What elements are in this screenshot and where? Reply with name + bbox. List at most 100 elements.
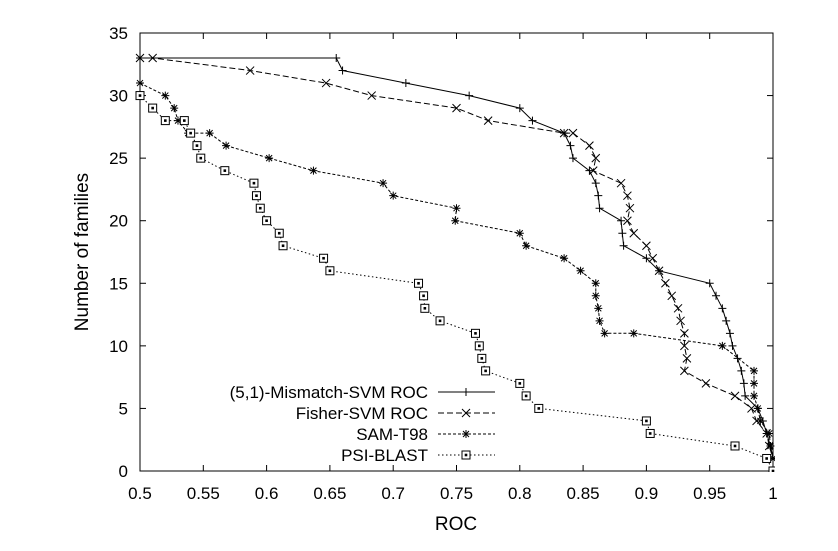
- cross-marker: [625, 203, 635, 213]
- plus-marker: [568, 154, 577, 163]
- star-marker: [379, 179, 388, 188]
- plus-marker: [725, 329, 734, 338]
- y-tick-label: 0: [119, 462, 128, 481]
- plus-marker: [515, 104, 524, 113]
- plus-marker: [705, 279, 714, 288]
- legend-label: (5,1)-Mismatch-SVM ROC: [230, 383, 428, 402]
- cross-marker: [654, 266, 664, 276]
- x-tick-label: 0.65: [313, 484, 346, 503]
- cross-marker: [648, 253, 658, 263]
- square-marker: [186, 128, 196, 138]
- plus-marker: [528, 116, 537, 125]
- plus-marker: [733, 354, 742, 363]
- plus-marker: [465, 91, 474, 100]
- cross-marker: [568, 128, 578, 138]
- square-marker: [220, 166, 230, 176]
- square-marker: [645, 428, 655, 438]
- star-marker: [389, 191, 398, 200]
- series-line: [140, 57, 774, 471]
- cross-marker: [321, 78, 331, 88]
- star-marker: [756, 416, 765, 425]
- y-tick-label: 10: [109, 337, 128, 356]
- legend: (5,1)-Mismatch-SVM ROC Fisher-SVM ROC SAM-…: [230, 383, 495, 465]
- star-marker: [222, 141, 231, 150]
- square-marker: [255, 203, 265, 213]
- star-marker: [560, 254, 569, 263]
- square-marker: [325, 266, 335, 276]
- star-marker: [591, 279, 600, 288]
- square-marker: [196, 153, 206, 163]
- square-marker: [477, 353, 487, 363]
- y-tick-label: 5: [119, 399, 128, 418]
- legend-label: PSI-BLAST: [341, 446, 428, 465]
- series-cross: [135, 53, 775, 463]
- star-marker: [765, 429, 774, 438]
- square-marker: [249, 178, 259, 188]
- cross-marker: [667, 291, 677, 301]
- star-marker: [766, 441, 775, 450]
- star-marker: [452, 204, 461, 213]
- plot-frame: [139, 32, 774, 472]
- cross-marker: [616, 178, 626, 188]
- star-marker: [753, 404, 762, 413]
- y-tick-label: 35: [109, 24, 128, 43]
- x-axis-label: ROC: [435, 514, 477, 535]
- square-marker: [521, 391, 531, 401]
- plus-marker: [462, 388, 470, 396]
- square-marker: [534, 403, 544, 413]
- plus-marker: [739, 379, 748, 388]
- cross-marker: [135, 53, 145, 63]
- star-marker: [170, 104, 179, 113]
- cross-marker: [680, 366, 689, 376]
- square-marker: [419, 291, 429, 301]
- cross-marker: [680, 328, 689, 338]
- cross-marker: [245, 66, 255, 75]
- x-tick-label: 0.7: [381, 484, 405, 503]
- series-plus: [136, 54, 775, 472]
- square-marker: [135, 91, 145, 101]
- star-marker: [600, 329, 609, 338]
- star-marker: [451, 216, 460, 225]
- star-marker: [591, 291, 600, 300]
- series-layer: [135, 53, 775, 472]
- square-marker: [474, 341, 484, 351]
- star-marker: [750, 366, 759, 375]
- star-marker: [265, 154, 274, 163]
- x-tick-label: 0.85: [567, 484, 600, 503]
- plus-marker: [728, 341, 737, 350]
- plus-marker: [722, 316, 731, 325]
- square-marker: [192, 141, 202, 151]
- cross-marker: [730, 391, 740, 401]
- square-marker: [278, 241, 288, 251]
- cross-marker: [483, 116, 493, 125]
- star-marker: [594, 304, 603, 313]
- plus-marker: [619, 241, 628, 250]
- plus-marker: [591, 179, 600, 188]
- cross-marker: [676, 316, 685, 326]
- star-marker: [161, 91, 170, 100]
- legend-label: SAM-T98: [356, 425, 428, 444]
- plus-marker: [401, 79, 410, 88]
- plus-marker: [617, 216, 626, 225]
- star-marker: [629, 329, 638, 338]
- y-tick-label: 30: [109, 87, 128, 106]
- plus-marker: [618, 229, 627, 238]
- x-tick-label: 0.55: [187, 484, 220, 503]
- star-marker: [750, 379, 759, 388]
- square-marker: [148, 103, 158, 113]
- x-tick-label: 0.6: [255, 484, 279, 503]
- star-marker: [576, 266, 585, 275]
- cross-marker: [623, 216, 632, 226]
- star-marker: [136, 79, 144, 88]
- x-tick-label: 0.95: [693, 484, 726, 503]
- cross-marker: [673, 303, 683, 313]
- plus-marker: [585, 166, 594, 175]
- plus-marker: [718, 304, 727, 313]
- cross-marker: [367, 91, 377, 100]
- series-square: [135, 91, 775, 472]
- square-marker: [641, 416, 651, 426]
- star-marker: [718, 341, 727, 350]
- plus-marker: [642, 254, 651, 263]
- star-marker: [309, 166, 318, 175]
